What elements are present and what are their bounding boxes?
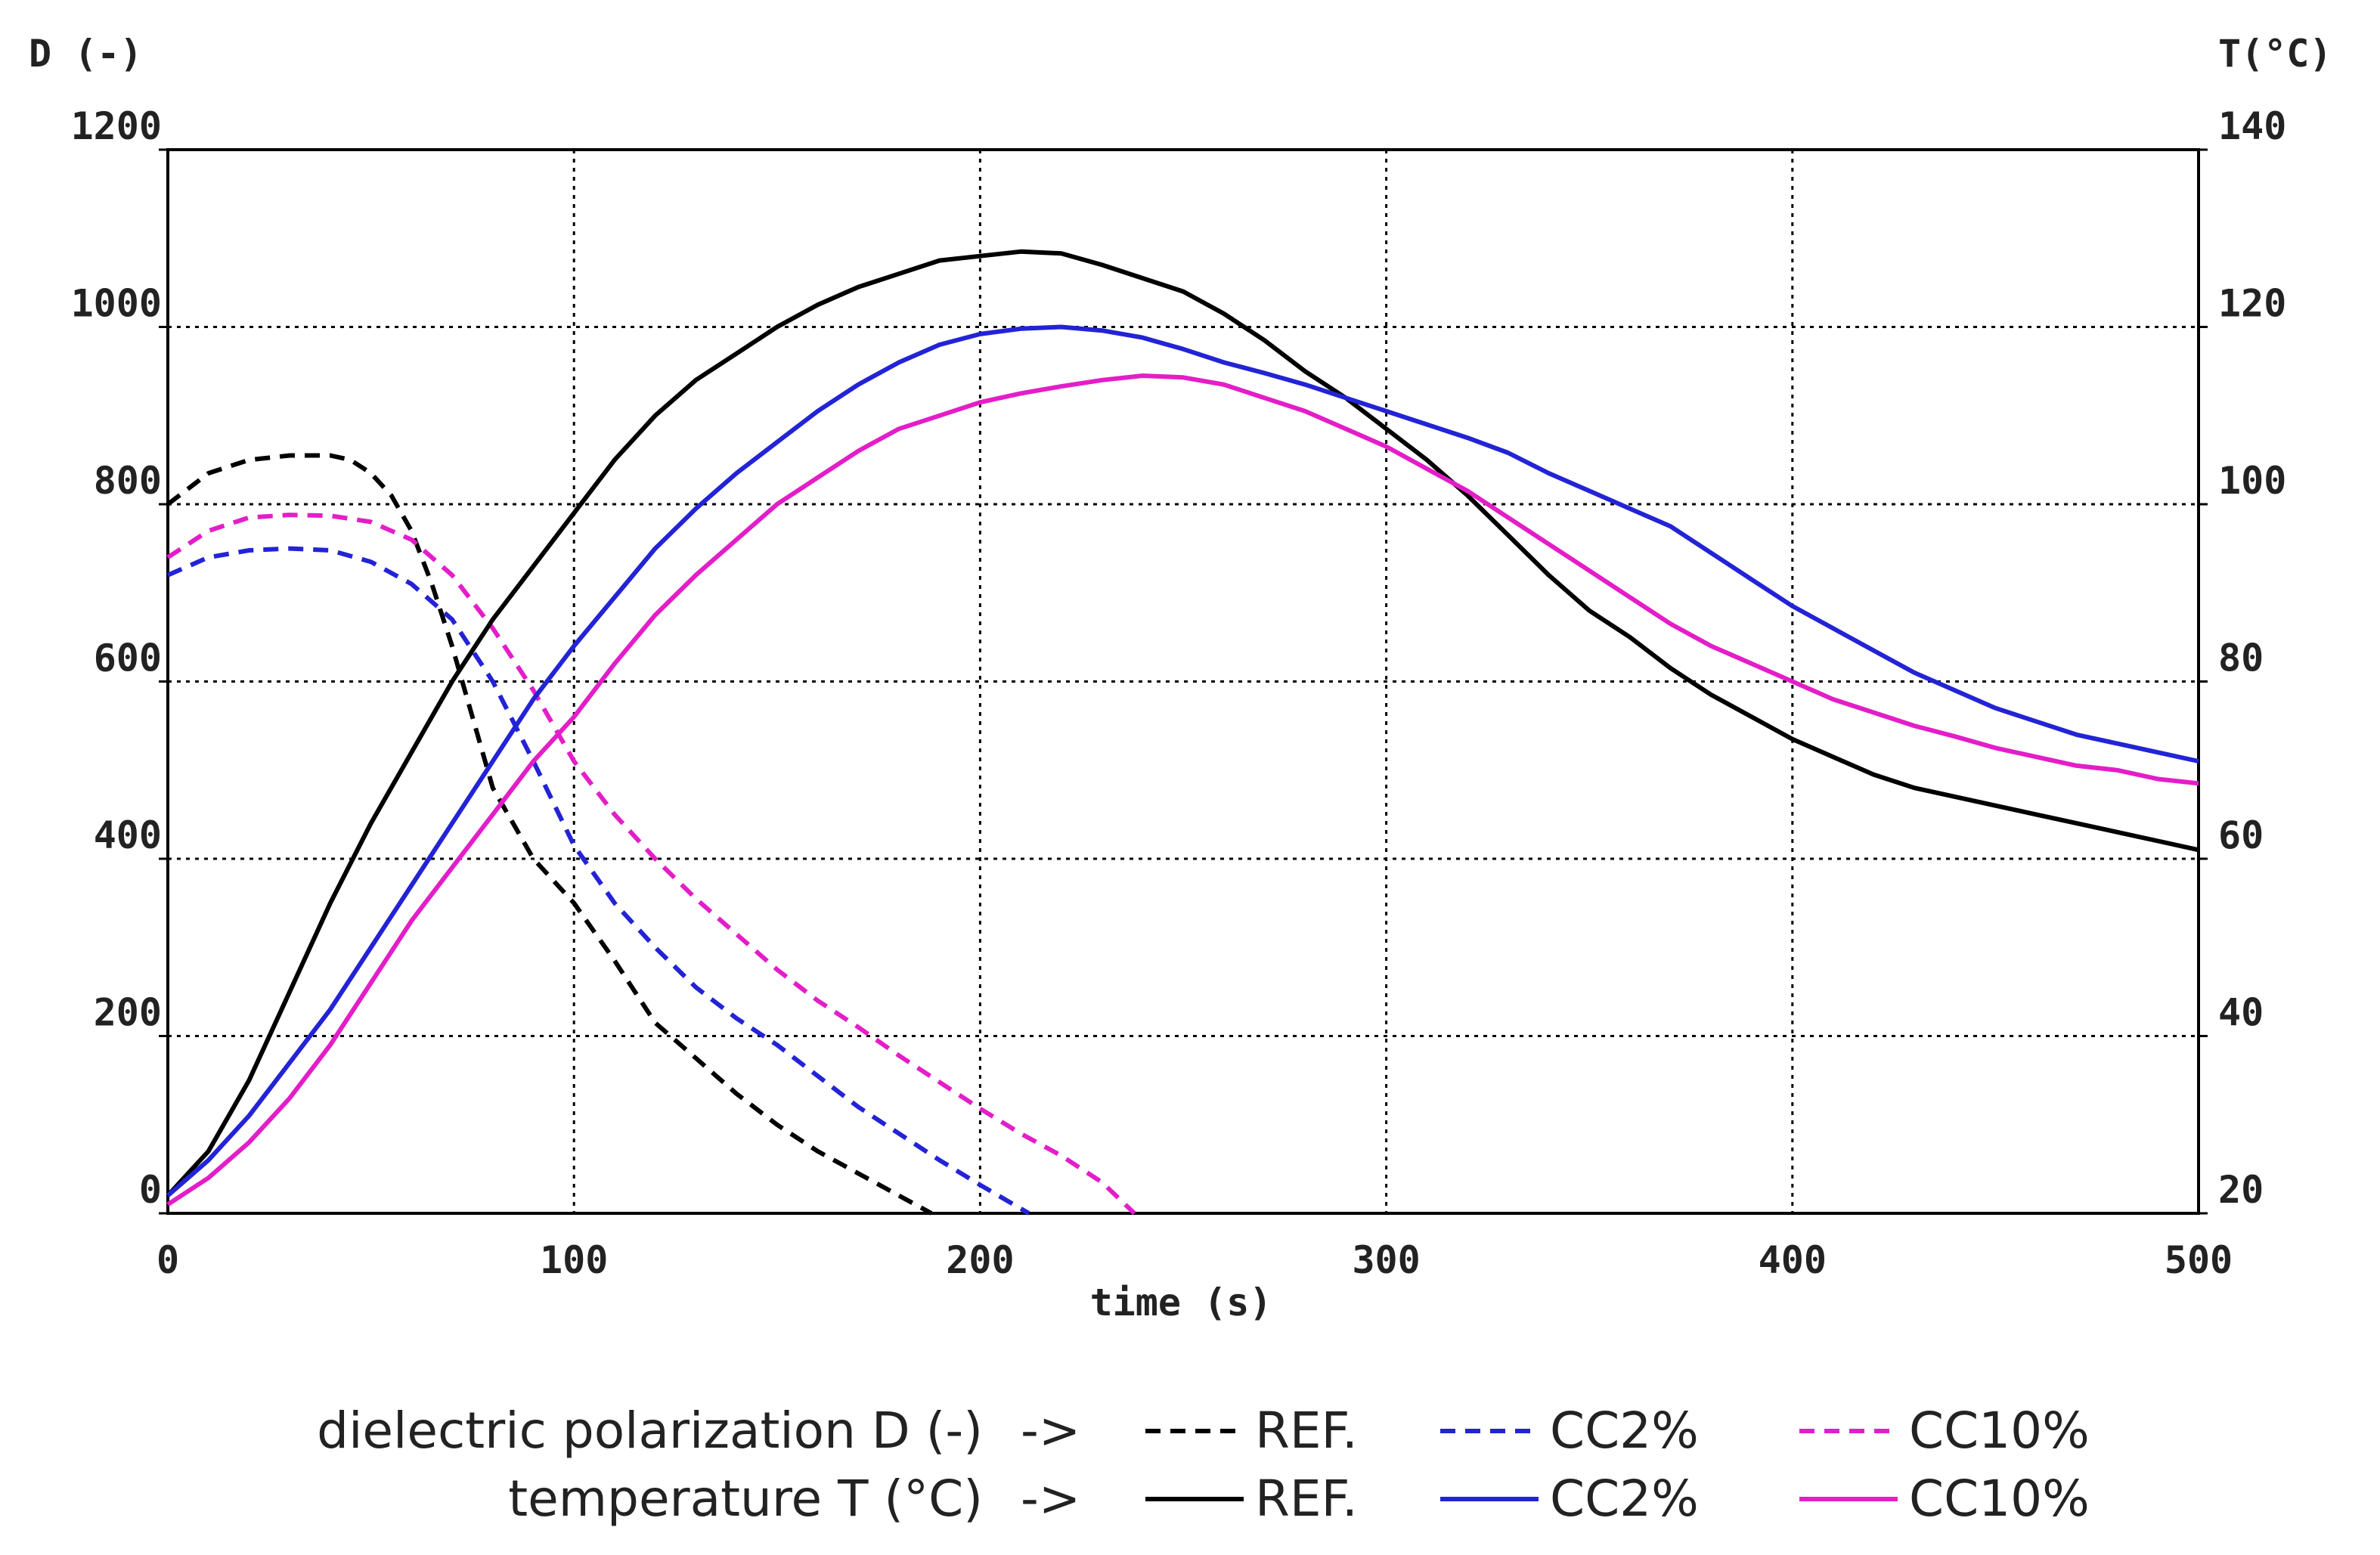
series-line-t-ref bbox=[166, 249, 2199, 1197]
y-right-tick-label: 60 bbox=[2218, 813, 2264, 857]
y-left-tick-label: 200 bbox=[94, 991, 162, 1035]
y-left-tick-label: 0 bbox=[139, 1168, 162, 1212]
y-left-axis-label: D (-) bbox=[29, 32, 143, 76]
legend-item-label: REF. bbox=[1255, 1470, 1358, 1528]
tick-labels: 0 100 200 300 400 500 0 200 400 600 800 1000 1200 20 4… bbox=[71, 104, 2287, 1282]
legend-row-label: dielectric polarization D (-) bbox=[317, 1402, 983, 1460]
x-axis-label: time (s) bbox=[1090, 1281, 1272, 1324]
x-tick-label: 0 bbox=[156, 1238, 179, 1282]
x-tick-label: 200 bbox=[946, 1238, 1014, 1282]
legend-item-label: REF. bbox=[1255, 1402, 1358, 1460]
y-left-tick-label: 400 bbox=[94, 813, 162, 857]
legend-item-label: CC2% bbox=[1550, 1402, 1699, 1460]
y-right-tick-label: 140 bbox=[2218, 104, 2286, 148]
y-left-tick-label: 1200 bbox=[71, 104, 162, 148]
legend-item-label: CC10% bbox=[1909, 1470, 2090, 1528]
x-tick-label: 300 bbox=[1352, 1238, 1420, 1282]
series-layer bbox=[166, 249, 2199, 1216]
y-right-tick-label: 80 bbox=[2218, 637, 2264, 680]
series-line-d-cc2 bbox=[166, 546, 1030, 1216]
legend-row-label: temperature T (°C) bbox=[508, 1470, 983, 1528]
x-tick-label: 500 bbox=[2165, 1238, 2233, 1282]
y-right-tick-label: 100 bbox=[2218, 459, 2286, 503]
y-right-tick-label: 20 bbox=[2218, 1168, 2264, 1212]
series-line-d-cc10 bbox=[166, 513, 1136, 1216]
x-tick-label: 100 bbox=[540, 1238, 608, 1282]
y-right-axis-label: T(°C) bbox=[2218, 32, 2332, 76]
legend: dielectric polarization D (-) -> REF. CC2% C… bbox=[317, 1402, 2090, 1528]
grid bbox=[168, 150, 2199, 1213]
legend-arrow: -> bbox=[1021, 1402, 1080, 1460]
y-left-tick-label: 600 bbox=[94, 637, 162, 680]
y-left-tick-label: 800 bbox=[94, 459, 162, 503]
x-tick-label: 400 bbox=[1759, 1238, 1827, 1282]
series-line-t-cc2 bbox=[166, 324, 2199, 1197]
series-line-d-ref bbox=[166, 453, 933, 1216]
y-left-tick-label: 1000 bbox=[71, 282, 162, 326]
series-line-t-cc10 bbox=[166, 373, 2199, 1207]
legend-item-label: CC10% bbox=[1909, 1402, 2090, 1460]
legend-arrow: -> bbox=[1021, 1470, 1080, 1528]
legend-item-label: CC2% bbox=[1550, 1470, 1699, 1528]
y-right-tick-label: 120 bbox=[2218, 282, 2286, 326]
y-right-tick-label: 40 bbox=[2218, 991, 2264, 1035]
